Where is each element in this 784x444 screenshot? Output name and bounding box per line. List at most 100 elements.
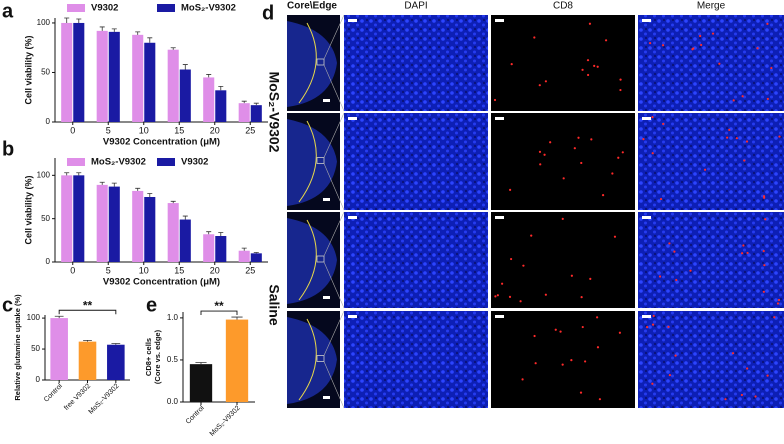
bar xyxy=(96,30,108,122)
bar xyxy=(108,31,120,122)
bar xyxy=(167,203,179,262)
y-axis-label: Cell viability (%) xyxy=(23,175,33,244)
cd8-dot xyxy=(544,293,547,296)
x-tick-label: 0 xyxy=(70,265,75,275)
cd8-dot xyxy=(580,296,583,299)
cd8-dot xyxy=(493,98,497,102)
cd8-dot xyxy=(604,39,608,42)
bar xyxy=(144,42,156,123)
x-tick-label: 5 xyxy=(106,265,111,275)
error-bar xyxy=(99,181,105,185)
zoom-line xyxy=(323,64,345,112)
micrograph xyxy=(344,311,488,408)
cd8-dot xyxy=(661,44,665,47)
cd8-dot xyxy=(538,150,542,153)
cd8-dot xyxy=(596,346,600,349)
cd8-dot xyxy=(588,22,592,25)
zoom-line xyxy=(323,163,345,211)
error-bar xyxy=(253,252,259,254)
cd8-dot xyxy=(530,234,533,237)
roi-box xyxy=(316,157,325,164)
bar xyxy=(215,90,227,122)
bar xyxy=(107,344,125,380)
cd8-dot xyxy=(766,97,769,101)
x-tick-label: 20 xyxy=(210,265,220,275)
cd8-dot xyxy=(618,331,621,334)
legend-label: V9302 xyxy=(181,157,208,168)
column-title: Merge xyxy=(697,1,726,12)
panel-letter: e xyxy=(146,294,157,316)
error-bar xyxy=(64,172,70,176)
cd8-dot xyxy=(533,334,536,338)
bar xyxy=(179,69,191,122)
cd8-dot xyxy=(494,295,497,298)
panel-letter: d xyxy=(262,2,274,24)
error-bar xyxy=(218,232,224,236)
legend-label: MoS₂-V9302 xyxy=(91,157,146,168)
legend-label: V9302 xyxy=(91,3,118,14)
zoom-line xyxy=(323,361,345,409)
cd8-dot xyxy=(611,172,614,175)
legend-swatch xyxy=(157,158,175,166)
cd8-dot xyxy=(658,275,662,278)
error-bar xyxy=(76,172,82,176)
cd8-dot xyxy=(703,168,707,171)
error-bar xyxy=(111,182,117,187)
cd8-dot xyxy=(496,294,499,297)
panel-letter: c xyxy=(2,294,13,316)
scale-bar xyxy=(642,19,651,22)
bar xyxy=(61,22,73,123)
scale-bar xyxy=(323,198,330,201)
cd8-dot xyxy=(593,64,596,67)
cd8-dot xyxy=(651,116,654,119)
error-bar xyxy=(135,31,141,35)
cd8-dot xyxy=(651,152,654,155)
bar xyxy=(203,234,215,262)
micrograph xyxy=(638,113,784,210)
x-tick-label: 15 xyxy=(174,125,184,135)
cd8-dot xyxy=(762,249,765,253)
error-bar xyxy=(206,74,212,78)
cd8-dot xyxy=(510,63,513,66)
column-title: CD8 xyxy=(553,1,573,12)
bar xyxy=(250,105,262,122)
cd8-dot xyxy=(581,68,584,71)
y-tick-label: 100 xyxy=(37,170,51,179)
error-bar xyxy=(241,100,247,104)
cd8-dot xyxy=(561,217,564,220)
bar xyxy=(203,77,215,122)
cd8-dot xyxy=(770,66,773,70)
error-bar xyxy=(147,193,153,197)
error-bar xyxy=(64,17,70,23)
cd8-dot xyxy=(601,194,605,197)
error-bar xyxy=(182,64,188,70)
cd8-dot xyxy=(590,138,593,141)
cd8-dot xyxy=(651,382,654,385)
significance-bracket xyxy=(200,310,238,316)
error-bar xyxy=(182,215,188,220)
micrograph xyxy=(638,15,784,111)
roi-box xyxy=(316,355,325,362)
edge-line xyxy=(298,219,317,301)
cd8-dot xyxy=(652,314,655,317)
cd8-dot xyxy=(762,290,765,293)
x-tick-label: free V9302 xyxy=(63,383,92,412)
bar xyxy=(73,22,85,123)
bar xyxy=(238,250,250,262)
error-bar xyxy=(206,231,212,235)
bar xyxy=(132,190,144,262)
bar xyxy=(179,219,191,262)
roi-box xyxy=(316,58,325,66)
error-bar xyxy=(253,102,259,106)
micrograph xyxy=(344,212,488,308)
scale-bar xyxy=(495,19,504,22)
cd8-dot xyxy=(596,65,599,68)
x-tick-label: MoS₂-V9302 xyxy=(209,405,242,438)
cd8-dot xyxy=(619,78,622,81)
scale-bar xyxy=(323,99,330,102)
error-bar xyxy=(170,47,176,50)
bar xyxy=(250,253,262,262)
y-axis-label: CD8+ cells xyxy=(144,338,153,376)
cd8-dot xyxy=(533,36,536,39)
x-tick-label: 25 xyxy=(245,265,255,275)
